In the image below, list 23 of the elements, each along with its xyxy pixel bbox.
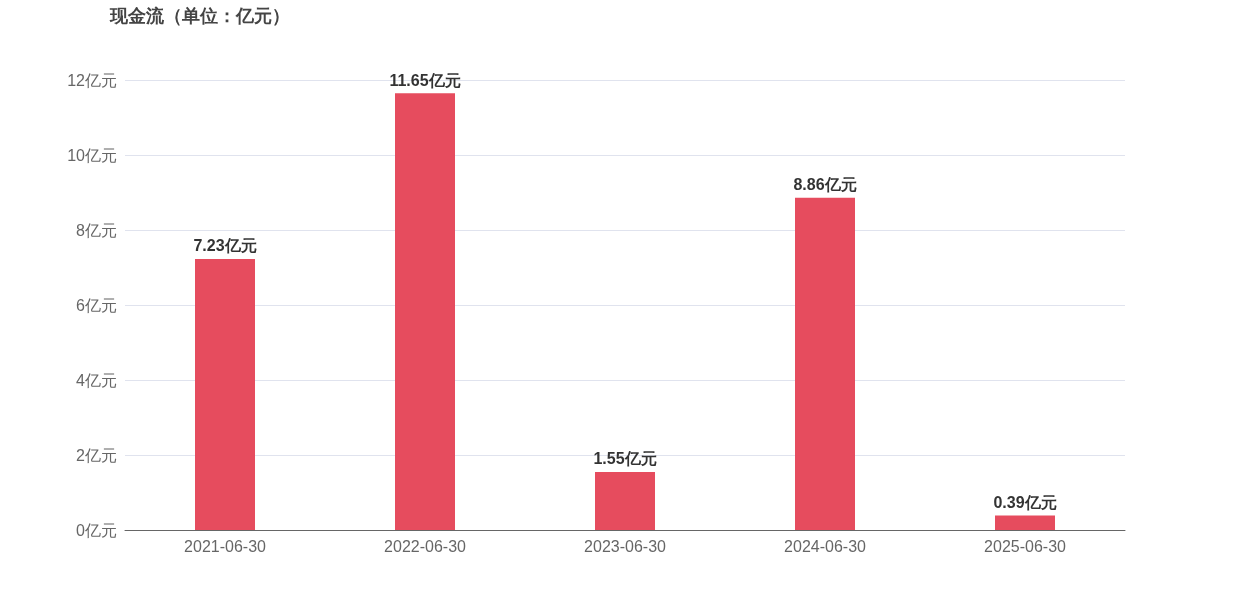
x-tick-label: 2024-06-30 — [784, 537, 867, 555]
bar — [195, 258, 255, 530]
bar — [995, 515, 1055, 530]
y-tick-label: 12亿元 — [67, 71, 117, 89]
data-label: 11.65亿元 — [389, 71, 461, 89]
x-tick-label: 2023-06-30 — [584, 537, 667, 555]
bar — [395, 93, 455, 530]
y-tick-label: 0亿元 — [76, 521, 117, 539]
data-label: 8.86亿元 — [793, 176, 857, 194]
y-tick-label: 6亿元 — [76, 296, 117, 314]
y-tick-label: 4亿元 — [76, 371, 117, 389]
y-tick-label: 10亿元 — [67, 146, 117, 164]
chart-title: 现金流（单位：亿元） — [109, 6, 290, 26]
x-tick-label: 2022-06-30 — [384, 537, 467, 555]
x-tick-label: 2021-06-30 — [184, 537, 267, 555]
x-tick-label: 2025-06-30 — [984, 537, 1067, 555]
bar — [795, 197, 855, 530]
data-label: 7.23亿元 — [193, 237, 257, 255]
y-tick-label: 2亿元 — [76, 446, 117, 464]
y-tick-label: 8亿元 — [76, 221, 117, 239]
bar — [595, 471, 655, 530]
data-label: 1.55亿元 — [593, 450, 657, 468]
data-label: 0.39亿元 — [993, 493, 1057, 511]
